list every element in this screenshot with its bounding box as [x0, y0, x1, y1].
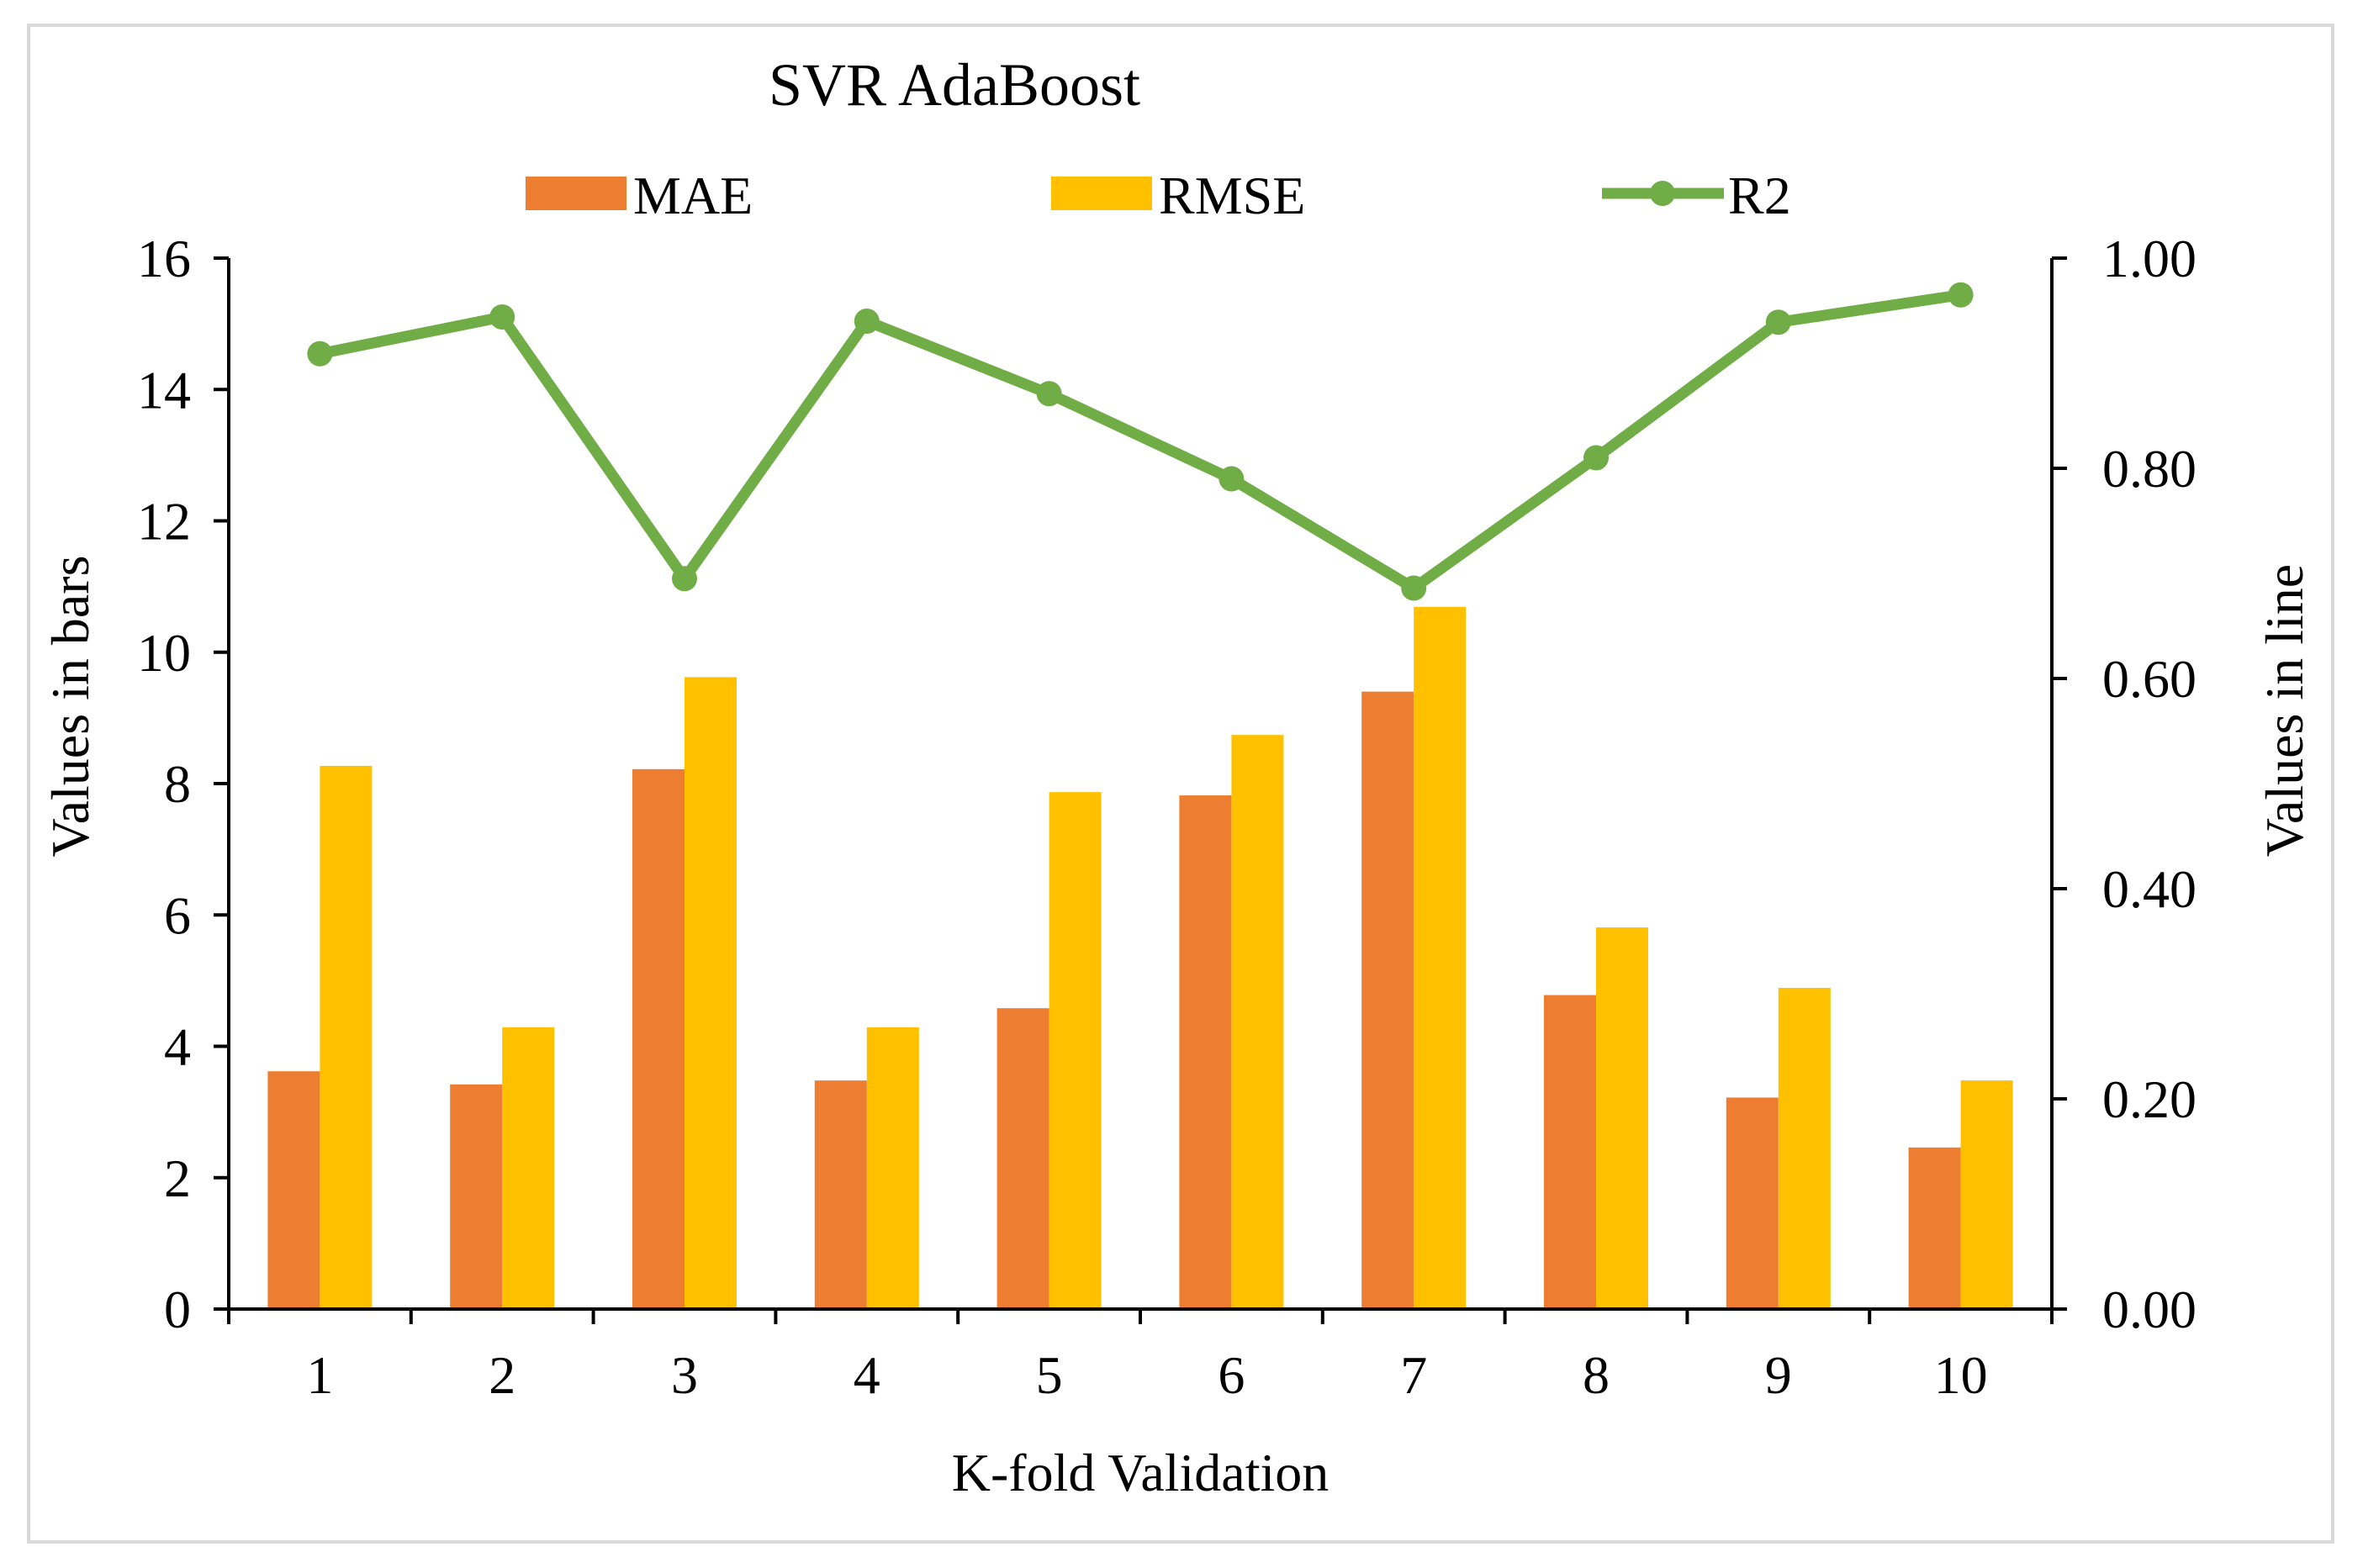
y-tick-label-6: 6	[164, 885, 191, 945]
legend-marker-r2	[1650, 181, 1675, 206]
bar-rmse-3	[685, 677, 737, 1309]
y-tick-label-8: 8	[164, 754, 191, 814]
y-tick-label-2: 2	[164, 1148, 191, 1208]
y2-tick-label-0.60: 0.60	[2102, 649, 2196, 709]
bar-mae-1	[267, 1071, 320, 1309]
legend: MAE RMSE R2	[526, 166, 1791, 225]
bar-mae-9	[1726, 1097, 1779, 1309]
y-tick-label-14: 14	[137, 360, 191, 420]
point-r2-8	[1583, 445, 1609, 471]
bar-rmse-7	[1414, 606, 1467, 1309]
bar-rmse-5	[1049, 792, 1102, 1309]
point-r2-10	[1948, 282, 1974, 308]
x-tick-label-2: 2	[489, 1345, 515, 1405]
x-tick-label-8: 8	[1583, 1345, 1610, 1405]
x-tick-label-5: 5	[1036, 1345, 1063, 1405]
bar-mae-3	[632, 768, 685, 1309]
legend-swatch-rmse	[1051, 177, 1152, 210]
x-tick-label-1: 1	[306, 1345, 333, 1405]
x-tick-label-10: 10	[1934, 1345, 1988, 1405]
point-r2-4	[854, 309, 880, 334]
y-tick-label-4: 4	[164, 1017, 191, 1077]
point-r2-2	[489, 304, 515, 330]
x-tick-label-9: 9	[1765, 1345, 1792, 1405]
point-r2-3	[672, 566, 697, 592]
line-layer	[307, 282, 1974, 601]
bar-mae-8	[1544, 995, 1596, 1309]
x-tick-label-3: 3	[671, 1345, 698, 1405]
y-tick-label-0: 0	[164, 1280, 191, 1339]
point-r2-5	[1036, 381, 1062, 407]
bar-mae-6	[1179, 795, 1232, 1309]
legend-swatch-mae	[526, 177, 626, 210]
bar-rmse-10	[1960, 1080, 2013, 1309]
bar-rmse-9	[1778, 987, 1831, 1309]
bar-mae-4	[814, 1080, 867, 1309]
bar-rmse-8	[1596, 927, 1648, 1309]
y-tick-label-12: 12	[137, 492, 191, 552]
legend-label-mae: MAE	[633, 166, 753, 225]
x-tick-label-4: 4	[854, 1345, 880, 1405]
bar-mae-7	[1361, 691, 1414, 1309]
bar-rmse-4	[866, 1027, 919, 1309]
y-tick-label-16: 16	[137, 229, 191, 288]
bar-rmse-6	[1231, 735, 1284, 1309]
chart-title: SVR AdaBoost	[769, 51, 1140, 119]
y-axis-label: Values in bars	[40, 555, 100, 857]
legend-label-rmse: RMSE	[1159, 166, 1305, 225]
bar-mae-5	[996, 1008, 1049, 1309]
bars-layer	[267, 606, 2013, 1309]
y2-tick-label-0.00: 0.00	[2102, 1280, 2196, 1339]
y2-tick-label-0.40: 0.40	[2102, 859, 2196, 919]
x-tick-label-6: 6	[1218, 1345, 1245, 1405]
bar-rmse-1	[320, 765, 373, 1309]
bar-mae-2	[450, 1084, 503, 1309]
y-tick-label-10: 10	[137, 623, 191, 683]
point-r2-6	[1219, 466, 1245, 492]
line-r2	[319, 289, 1962, 594]
point-r2-9	[1765, 309, 1791, 335]
point-r2-1	[307, 341, 333, 367]
bar-rmse-2	[502, 1027, 555, 1309]
bar-mae-10	[1908, 1147, 1961, 1309]
legend-label-r2: R2	[1728, 166, 1791, 225]
y2-tick-label-1.00: 1.00	[2102, 229, 2196, 288]
point-r2-7	[1401, 575, 1427, 601]
y2-axis-label: Values in line	[2255, 564, 2314, 857]
x-tick-label-7: 7	[1400, 1345, 1427, 1405]
y2-tick-label-0.80: 0.80	[2102, 439, 2196, 499]
y2-tick-label-0.20: 0.20	[2102, 1069, 2196, 1129]
x-axis-label: K-fold Validation	[952, 1443, 1330, 1502]
